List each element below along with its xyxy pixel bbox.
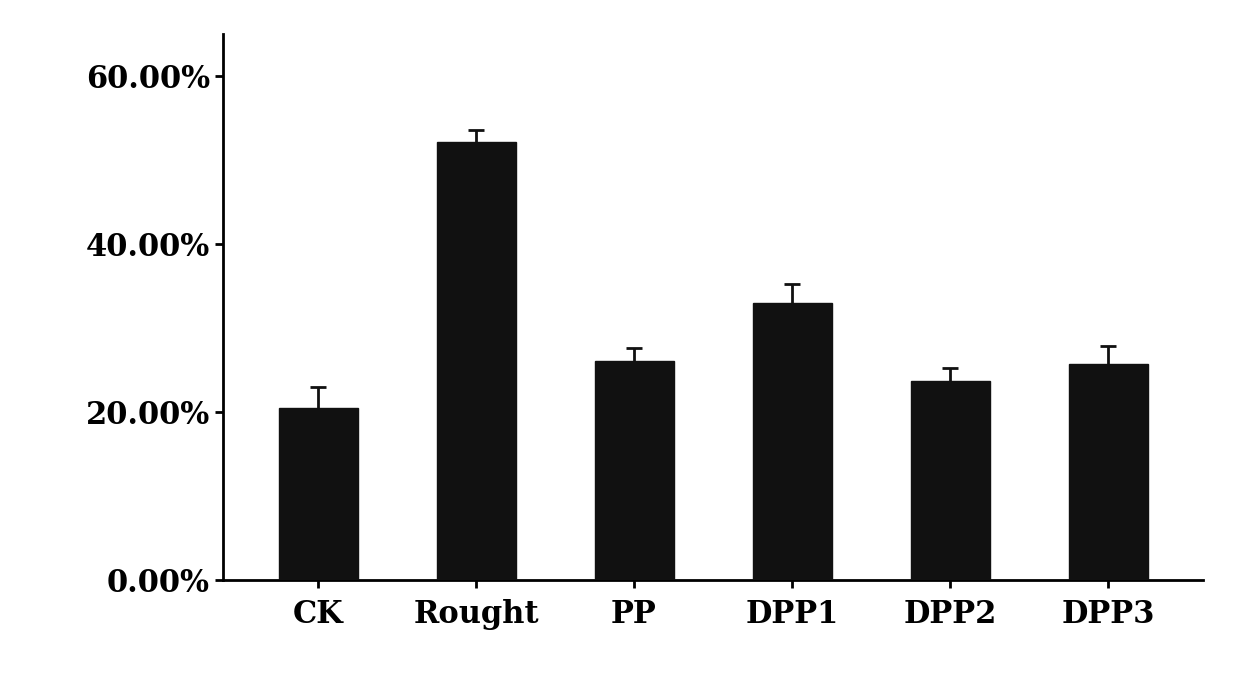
Bar [753, 303, 832, 580]
Bar [910, 381, 990, 580]
Bar [436, 143, 516, 580]
Bar [279, 408, 357, 580]
Bar [594, 361, 673, 580]
Bar [1069, 364, 1147, 580]
